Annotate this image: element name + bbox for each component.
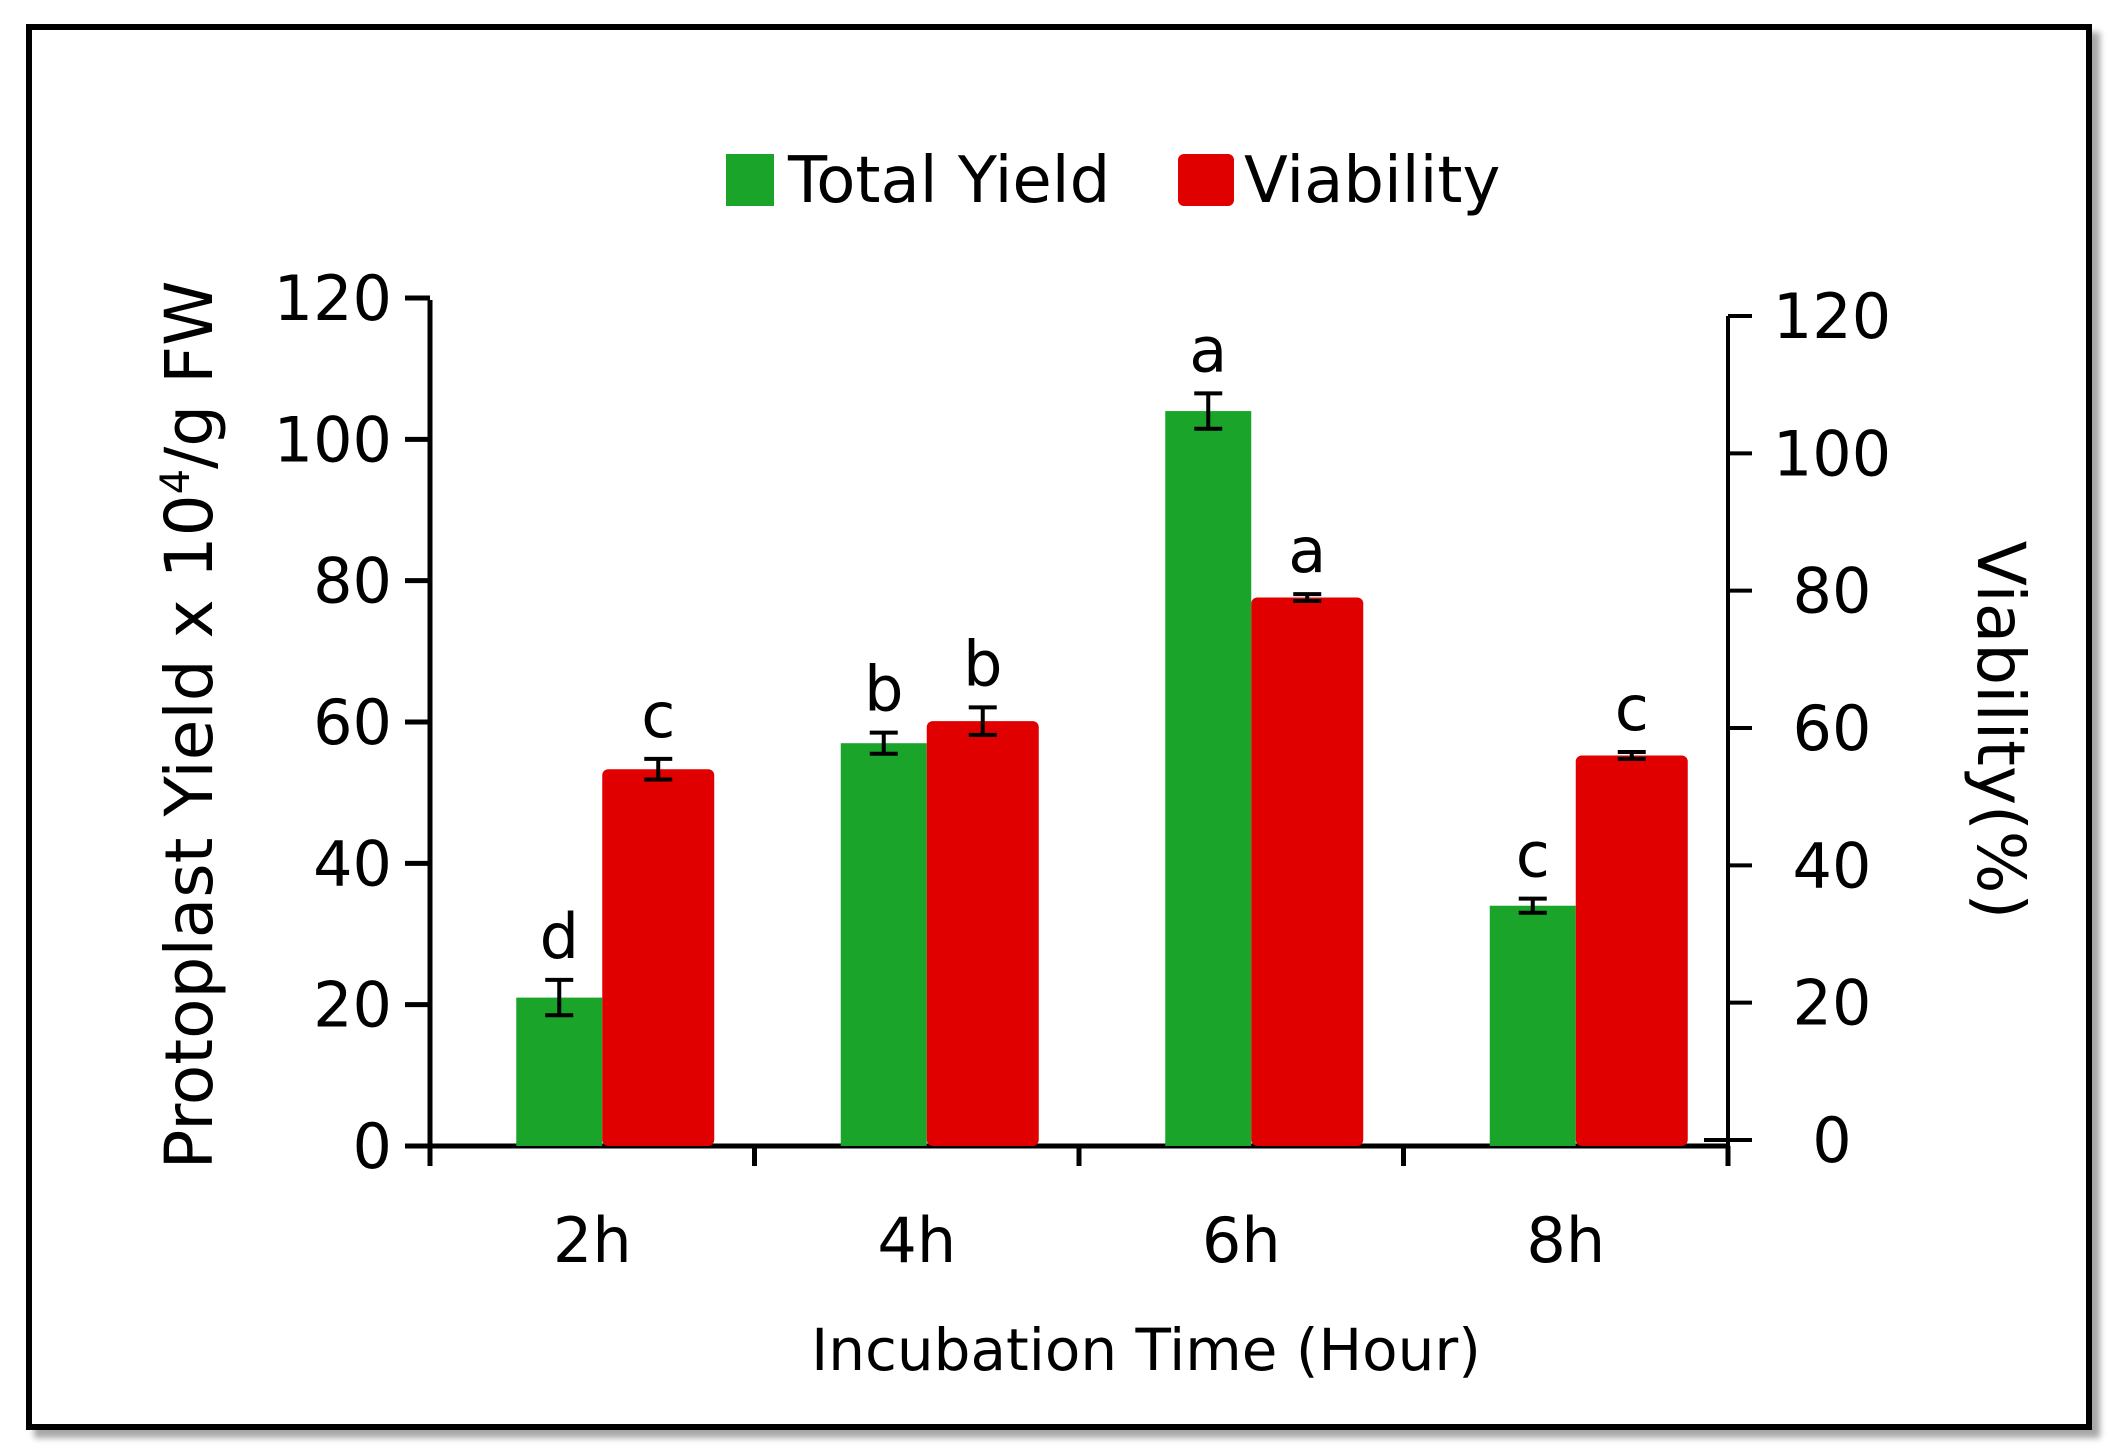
y-axis-title-sup: 4 [153,469,199,494]
y-tick-right-label: 60 [1793,692,1872,765]
y-axis-title-prefix: Protoplast Yield x 10 [151,494,228,1169]
x-tick-label: 2h [553,1204,632,1277]
significance-label: b [963,627,1002,700]
y-tick-left-label: 60 [313,686,392,759]
y-tick-right-label: 40 [1793,829,1872,902]
y-tick-right-label: 120 [1773,280,1891,353]
y-ticks-left: 0 20 40 60 80 100 120 [274,262,430,1183]
bar-total-yield [840,743,927,1146]
y-tick-left-label: 120 [274,262,392,335]
legend-label-viability: Viability [1244,144,1500,218]
y-axis-title: Protoplast Yield x 104/g FW [151,281,228,1170]
x-tick-label: 8h [1526,1204,1605,1277]
significance-label: a [1189,313,1227,386]
y-tick-left-label: 20 [313,969,392,1042]
significance-label: a [1288,514,1326,587]
y-tick-left-label: 80 [313,545,392,618]
legend-swatch-viability [1178,154,1234,206]
y-tick-left-label: 100 [274,403,392,476]
bar-viability [602,769,715,1146]
bar-viability [1575,755,1688,1146]
y-tick-right-label: 80 [1793,555,1872,628]
x-ticks: 2h 4h 6h 8h [427,1146,1731,1277]
bar-viability [1251,597,1364,1146]
x-axis-title: Incubation Time (Hour) [811,1316,1481,1384]
y-tick-right-label: 0 [1812,1104,1851,1177]
legend-swatch-total-yield [726,154,774,206]
bar-viability [926,721,1039,1146]
y-ticks-right: 0 20 40 60 80 100 120 [1704,280,1891,1177]
significance-label: c [1516,819,1550,892]
significance-label: c [1615,672,1649,745]
y-tick-right-label: 20 [1793,967,1872,1040]
significance-label: c [641,679,675,752]
bars: d c b b a a c c [516,313,1688,1147]
legend-label-total-yield: Total Yield [787,144,1110,218]
significance-label: d [540,900,579,973]
y-tick-left-label: 0 [353,1110,392,1183]
bar-total-yield [1165,411,1252,1147]
legend: Total Yield Viability [726,144,1500,218]
bar-total-yield [1489,905,1576,1146]
y2-axis-title: Viability(%) [1962,541,2039,920]
y-tick-right-label: 100 [1773,417,1891,490]
bar-total-yield [516,997,603,1146]
y-axis-title-suffix: /g FW [151,281,228,469]
x-tick-label: 6h [1202,1204,1281,1277]
x-tick-label: 4h [877,1204,956,1277]
significance-label: b [864,653,903,726]
y-tick-left-label: 40 [313,827,392,900]
